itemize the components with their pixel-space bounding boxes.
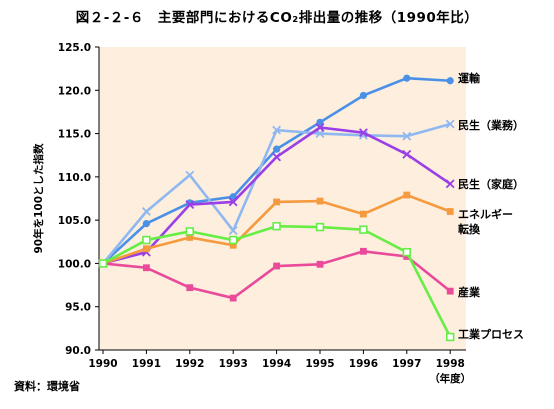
data-point bbox=[359, 91, 367, 100]
x-tick-label: 1995 bbox=[305, 358, 334, 370]
y-tick-label: 90.0 bbox=[65, 345, 91, 357]
series-label: 産業 bbox=[458, 285, 481, 299]
data-point bbox=[316, 118, 324, 126]
data-point bbox=[228, 226, 238, 235]
data-point bbox=[143, 245, 150, 253]
data-point bbox=[315, 123, 325, 132]
data-point bbox=[228, 197, 238, 207]
data-point bbox=[403, 191, 411, 199]
x-tick-label: 1993 bbox=[219, 358, 248, 370]
data-point bbox=[272, 222, 281, 231]
data-point bbox=[402, 149, 412, 159]
data-point bbox=[315, 222, 325, 232]
series-label: 工業プロセス bbox=[458, 327, 524, 341]
x-tick-label: 1990 bbox=[88, 358, 117, 370]
series-label-line: エネルギー bbox=[458, 207, 513, 221]
data-point bbox=[142, 235, 151, 245]
x-tick-label: 1991 bbox=[132, 358, 161, 370]
series-label: 民生（業務） bbox=[458, 118, 524, 132]
data-point bbox=[446, 208, 454, 215]
x-tick-label: 1994 bbox=[262, 358, 291, 370]
data-point bbox=[446, 287, 454, 295]
data-point bbox=[185, 170, 195, 180]
data-point bbox=[98, 259, 108, 268]
data-point bbox=[402, 131, 412, 141]
data-point bbox=[358, 128, 368, 138]
data-point bbox=[403, 74, 411, 82]
source-note: 資料：環境省 bbox=[14, 380, 80, 393]
data-point bbox=[141, 207, 151, 216]
data-point bbox=[445, 179, 455, 189]
data-point bbox=[360, 247, 367, 255]
data-point bbox=[316, 260, 324, 268]
series-label: 運輸 bbox=[458, 71, 481, 85]
data-point bbox=[142, 220, 150, 228]
data-point bbox=[229, 294, 237, 302]
data-point bbox=[143, 264, 150, 272]
data-point bbox=[316, 197, 324, 205]
figure-title: 図２-２-６ 主要部門におけるCO₂排出量の推移（1990年比） bbox=[75, 10, 479, 26]
data-point bbox=[402, 247, 411, 257]
data-point bbox=[445, 332, 455, 342]
data-point bbox=[229, 235, 238, 245]
series-label: エネルギー転換 bbox=[458, 207, 513, 236]
y-tick-label: 110.0 bbox=[58, 172, 91, 184]
data-point bbox=[272, 152, 282, 162]
y-axis-label: 90年を100とした指数 bbox=[32, 143, 45, 254]
series-label: 民生（家庭） bbox=[458, 177, 524, 191]
data-point bbox=[186, 284, 194, 292]
y-tick-label: 115.0 bbox=[58, 129, 91, 141]
x-axis: 1990 1991 1992 1993 1994 1995 1996 1997 1998 bbox=[88, 349, 466, 370]
data-point bbox=[360, 210, 367, 218]
series-group bbox=[98, 74, 455, 342]
data-point bbox=[445, 119, 455, 129]
data-point bbox=[273, 262, 280, 270]
data-point bbox=[359, 225, 368, 234]
y-tick-label: 120.0 bbox=[58, 85, 91, 97]
series-label-line: 転換 bbox=[458, 222, 481, 236]
y-tick-label: 105.0 bbox=[58, 215, 91, 227]
data-point bbox=[185, 227, 194, 236]
x-axis-unit-label: （年度） bbox=[429, 372, 471, 385]
data-point bbox=[185, 200, 195, 209]
y-axis: 125.0 120.0 115.0 110.0 105.0 100.0 95.0 90.0 bbox=[58, 42, 100, 357]
data-point bbox=[403, 253, 411, 260]
data-point bbox=[186, 234, 194, 241]
data-point bbox=[273, 198, 280, 206]
data-point bbox=[446, 77, 454, 85]
plot-area bbox=[99, 47, 466, 350]
x-tick-label: 1998 bbox=[436, 358, 465, 370]
y-tick-label: 95.0 bbox=[65, 302, 91, 314]
x-tick-label: 1996 bbox=[349, 358, 378, 370]
data-point bbox=[272, 125, 282, 135]
series-5 bbox=[98, 222, 455, 342]
x-tick-label: 1997 bbox=[392, 358, 421, 370]
y-tick-label: 125.0 bbox=[58, 42, 91, 54]
data-point bbox=[273, 145, 281, 153]
data-point bbox=[229, 241, 237, 249]
series-3 bbox=[99, 191, 454, 267]
x-tick-label: 1992 bbox=[175, 358, 204, 370]
y-tick-label: 100.0 bbox=[58, 258, 91, 270]
